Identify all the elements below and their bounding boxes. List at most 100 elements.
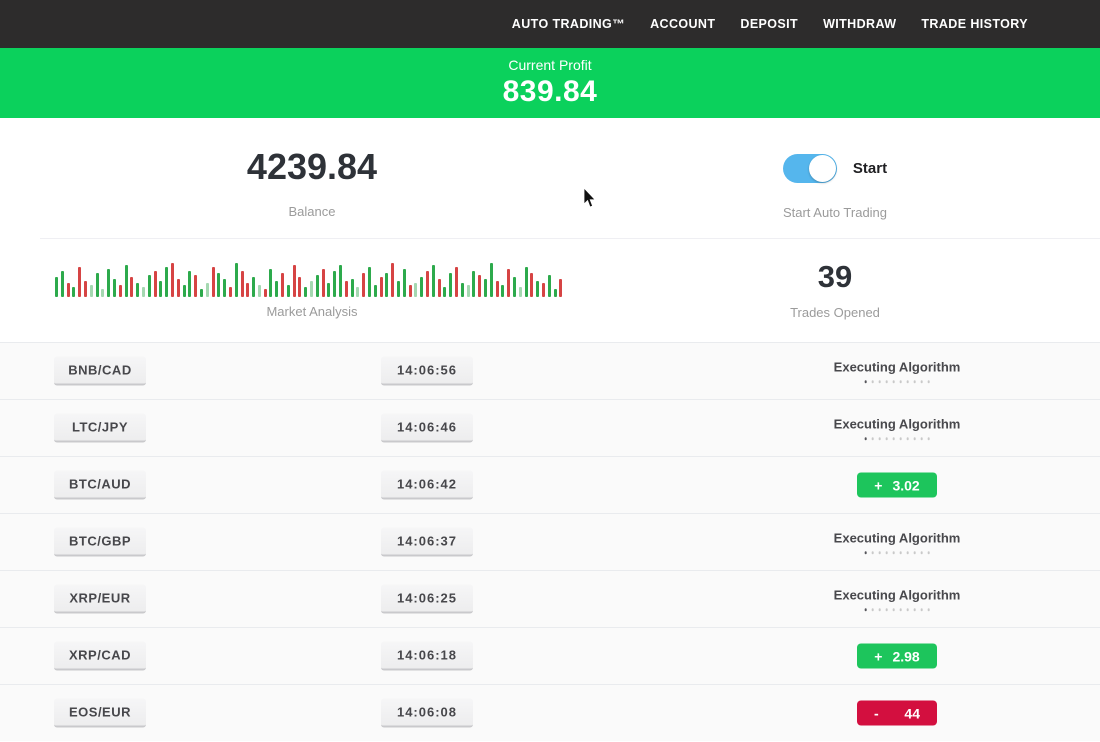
market-bar (263, 289, 267, 297)
pair-button[interactable]: BTC/GBP (54, 527, 146, 557)
time-button[interactable]: 14:06:56 (381, 356, 473, 386)
market-bar (118, 285, 122, 297)
market-bar (72, 287, 76, 297)
trades-opened-label: Trades Opened (790, 305, 880, 320)
progress-dot (871, 380, 874, 383)
market-bar (176, 279, 180, 297)
market-bar (170, 263, 174, 297)
table-row: XRP/CAD 14:06:18 +2.98 (0, 627, 1100, 684)
balance-block: 4239.84 Balance (0, 146, 624, 238)
progress-dot (927, 380, 930, 383)
progress-dot (892, 608, 895, 611)
market-bar (60, 271, 64, 297)
time-button[interactable]: 14:06:25 (381, 584, 473, 614)
market-bar (536, 281, 540, 297)
nav-item[interactable]: AUTO TRADING™ (511, 17, 626, 31)
time-button[interactable]: 14:06:08 (381, 698, 473, 728)
market-bar (83, 281, 87, 297)
market-bar (269, 269, 273, 297)
pair-button[interactable]: EOS/EUR (54, 698, 146, 728)
market-bar (275, 281, 279, 297)
progress-dot (906, 608, 909, 611)
pair-button[interactable]: BTC/AUD (54, 470, 146, 500)
nav-item[interactable]: WITHDRAW (823, 17, 897, 31)
progress-dots (834, 551, 961, 554)
trades-opened-block: 39 Trades Opened (624, 255, 1100, 342)
progress-dot (892, 380, 895, 383)
market-bar (408, 285, 412, 297)
nav-item[interactable]: ACCOUNT (650, 17, 716, 31)
market-bar (292, 265, 296, 297)
progress-dot (899, 608, 902, 611)
market-bar (397, 281, 401, 297)
market-bar (402, 269, 406, 297)
market-bar (524, 267, 528, 297)
status-cell: Executing Algorithm (834, 587, 960, 611)
time-button[interactable]: 14:06:18 (381, 641, 473, 671)
progress-dots (834, 380, 961, 383)
market-bar (234, 263, 238, 297)
market-bar (315, 275, 319, 297)
progress-dot (878, 437, 881, 440)
time-button[interactable]: 14:06:37 (381, 527, 473, 557)
market-bar (55, 277, 58, 297)
progress-dot (927, 608, 930, 611)
trades-opened-value: 39 (817, 259, 853, 294)
pair-button[interactable]: XRP/CAD (54, 641, 146, 671)
progress-dot (864, 551, 867, 554)
market-bar (541, 283, 545, 297)
market-bar (199, 289, 203, 297)
market-bar (333, 271, 337, 297)
auto-trading-toggle[interactable] (782, 154, 837, 183)
market-bar (188, 271, 192, 297)
progress-dot (927, 551, 930, 554)
table-row: EOS/EUR 14:06:08 - 44 (0, 684, 1100, 741)
progress-dot (913, 380, 916, 383)
market-bar (141, 287, 145, 297)
trades-list: BNB/CAD 14:06:56 Executing Algorithm LTC/JP… (0, 342, 1100, 741)
status-cell: - 44 (857, 700, 937, 726)
market-bar (344, 281, 348, 297)
nav-item[interactable]: TRADE HISTORY (921, 17, 1028, 31)
pair-button[interactable]: BNB/CAD (54, 356, 146, 386)
status-cell: Executing Algorithm (834, 530, 961, 554)
progress-dot (864, 380, 867, 383)
pair-button[interactable]: XRP/EUR (54, 584, 146, 614)
badge-value: 2.98 (892, 648, 920, 664)
status-cell: Executing Algorithm (833, 416, 961, 440)
progress-dot (864, 437, 867, 440)
executing-label: Executing Algorithm (833, 359, 961, 375)
market-bar (559, 279, 563, 297)
badge-sign: + (874, 477, 883, 493)
result-badge: +2.98 (857, 643, 937, 669)
pair-button[interactable]: LTC/JPY (54, 413, 146, 443)
market-bar (257, 285, 261, 297)
market-bar (321, 269, 325, 297)
market-bar (385, 273, 389, 297)
market-bar (217, 273, 221, 297)
executing-label: Executing Algorithm (833, 416, 961, 432)
time-button[interactable]: 14:06:42 (381, 470, 473, 500)
market-analysis-label: Market Analysis (266, 304, 358, 319)
market-bar (443, 287, 447, 297)
progress-dot (885, 608, 888, 611)
nav-item[interactable]: DEPOSIT (740, 17, 799, 31)
badge-value: 3.02 (892, 477, 920, 493)
market-bar (339, 265, 343, 297)
market-bar (66, 283, 70, 297)
time-button[interactable]: 14:06:46 (381, 413, 473, 443)
progress-dot (892, 437, 895, 440)
status-cell: Executing Algorithm (833, 359, 961, 383)
top-nav: AUTO TRADING™ ACCOUNT DEPOSIT WITHDRAW TRADE… (0, 0, 1100, 48)
progress-dot (920, 380, 923, 383)
balance-label: Balance (288, 204, 336, 219)
market-bar (159, 281, 163, 297)
market-bar (107, 269, 111, 297)
market-bar (246, 283, 250, 297)
market-bar (362, 273, 366, 297)
market-bar (240, 271, 244, 297)
progress-dot (920, 551, 923, 554)
toggle-start-label: Start (852, 160, 888, 177)
market-bar (518, 287, 522, 297)
progress-dot (899, 551, 902, 554)
